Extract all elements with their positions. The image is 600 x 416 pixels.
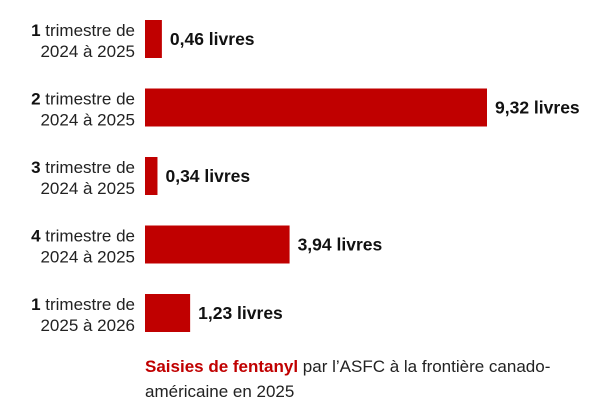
category-line2: 2024 à 2025 [40, 179, 135, 198]
category-line1: trimestre de [45, 158, 135, 177]
category-line2: 2024 à 2025 [40, 42, 135, 61]
category-line2: 2024 à 2025 [40, 111, 135, 130]
caption-highlight: Saisies de fentanyl [145, 357, 299, 376]
bar [145, 157, 158, 195]
category-number: 2 [31, 90, 45, 109]
category-label: 1 trimestre de [31, 21, 135, 40]
category-line1: trimestre de [45, 90, 135, 109]
chart-caption: Saisies de fentanyl par l’ASFC à la fron… [145, 354, 590, 404]
category-line1: trimestre de [45, 227, 135, 246]
category-label: 3 trimestre de [31, 158, 135, 177]
category-line2: 2025 à 2026 [40, 316, 135, 335]
category-line1: trimestre de [45, 21, 135, 40]
value-label: 0,34 livres [165, 166, 250, 186]
category-number: 1 [31, 295, 45, 314]
bar [145, 225, 290, 264]
category-number: 3 [31, 158, 45, 177]
category-line1: trimestre de [45, 295, 135, 314]
caption-rest: par l’ASFC à la frontière canado-américa… [145, 357, 551, 401]
category-number: 1 [31, 21, 45, 40]
value-label: 0,46 livres [170, 29, 255, 49]
category-label: 4 trimestre de [31, 227, 135, 246]
bar [145, 88, 487, 127]
category-line2: 2024 à 2025 [40, 248, 135, 267]
category-number: 4 [31, 227, 45, 246]
bars-group: 1 trimestre de 2024 à 2025 0,46 livres 2 tr… [31, 20, 580, 335]
value-label: 1,23 livres [198, 303, 283, 323]
value-label: 3,94 livres [298, 235, 383, 255]
category-label: 1 trimestre de [31, 295, 135, 314]
category-label: 2 trimestre de [31, 90, 135, 109]
value-label: 9,32 livres [495, 98, 580, 118]
bar [145, 20, 162, 58]
bar [145, 294, 191, 332]
